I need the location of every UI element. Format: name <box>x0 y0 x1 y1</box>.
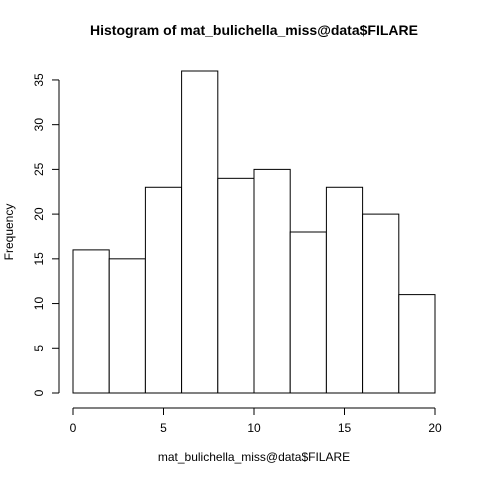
histogram-bar <box>217 177 255 394</box>
y-tick-label: 30 <box>32 118 46 132</box>
y-tick-label: 5 <box>32 345 46 352</box>
x-axis: 0 5 10 15 20 <box>70 407 442 435</box>
x-tick-label: 15 <box>338 421 352 435</box>
histogram-bar <box>289 231 327 394</box>
histogram-bar <box>181 70 219 394</box>
y-axis: 0 5 10 15 20 25 30 35 <box>32 73 60 396</box>
y-tick-label: 25 <box>32 162 46 176</box>
y-tick-label: 15 <box>32 252 46 266</box>
chart-title: Histogram of mat_bulichella_miss@data$FI… <box>90 22 418 38</box>
histogram-bar <box>72 249 110 394</box>
y-tick-label: 0 <box>32 389 46 396</box>
histogram-bar <box>144 186 183 394</box>
y-tick-label: 20 <box>32 207 46 221</box>
x-tick-label: 10 <box>247 421 261 435</box>
x-tick-label: 20 <box>428 421 442 435</box>
x-tick-label: 0 <box>70 421 77 435</box>
histogram-bar <box>253 168 291 394</box>
histogram-bar <box>398 294 436 394</box>
y-tick-label: 35 <box>32 73 46 87</box>
y-tick-label: 10 <box>32 297 46 311</box>
histogram-bar <box>325 186 364 394</box>
histogram-bar <box>362 213 400 394</box>
x-axis-label: mat_bulichella_miss@data$FILARE <box>158 450 350 464</box>
y-axis-label: Frequency <box>2 204 16 261</box>
x-tick-label: 5 <box>160 421 167 435</box>
bars-group <box>72 70 436 394</box>
histogram-bar <box>108 258 146 394</box>
